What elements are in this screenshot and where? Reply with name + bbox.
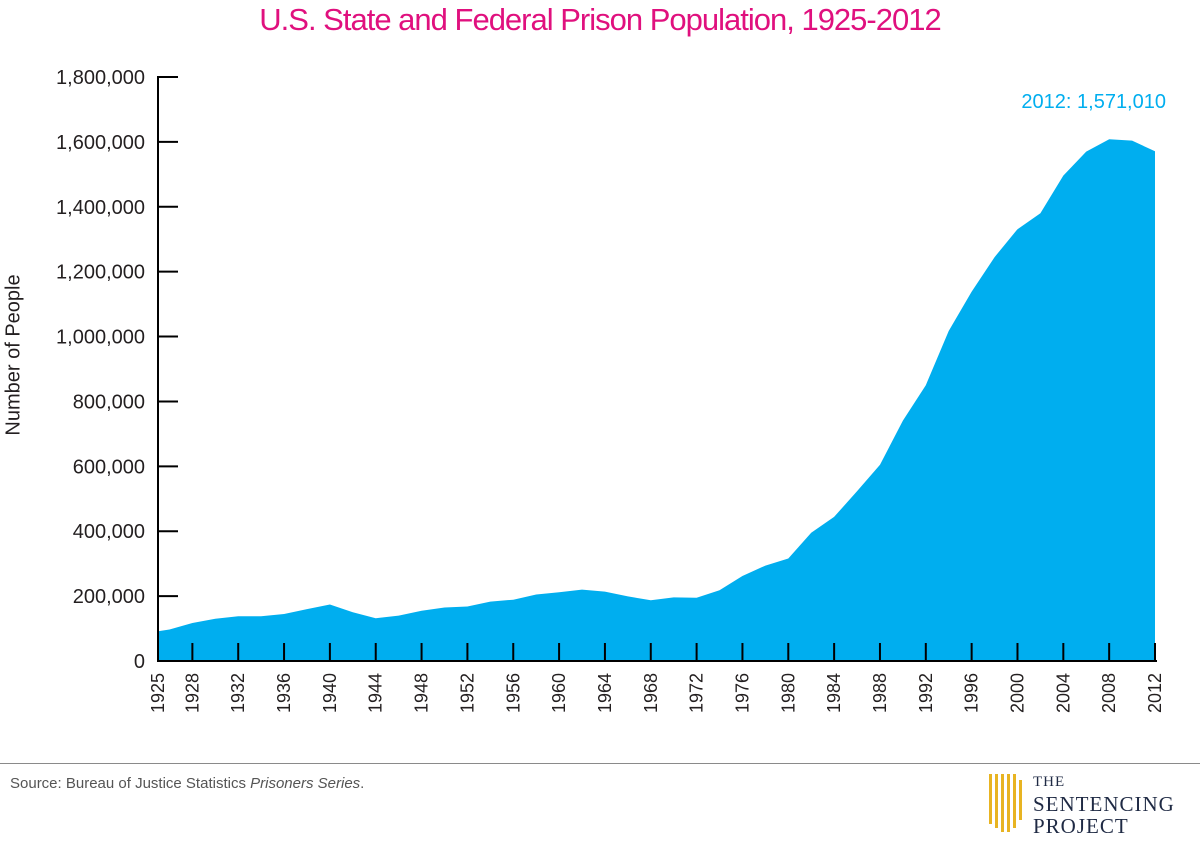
source-note: Source: Bureau of Justice Statistics Pri… (10, 775, 364, 792)
source-suffix: . (360, 775, 365, 792)
x-tick-label: 2000 (1007, 673, 1027, 713)
series-area (158, 139, 1155, 662)
y-tick-label: 1,600,000 (56, 132, 145, 154)
logo-mark-icon (989, 774, 1022, 832)
source-prefix: Source: Bureau of Justice Statistics (10, 775, 251, 792)
x-tick-label: 1960 (549, 673, 569, 713)
x-tick-label: 1925 (148, 673, 168, 713)
y-tick-label: 800,000 (73, 391, 145, 413)
y-tick-label: 1,800,000 (56, 67, 145, 89)
x-tick-label: 1972 (687, 673, 707, 713)
chart-title: U.S. State and Federal Prison Population… (259, 2, 941, 37)
logo-line-project: PROJECT (1033, 814, 1129, 838)
x-tick-label: 1952 (457, 673, 477, 713)
x-tick-label: 1992 (916, 673, 936, 713)
prison-population-chart: 0 200,000 400,000 600,000 800,000 1,000,000 1,… (56, 67, 1166, 713)
x-axis-ticks: 1925 1928 1932 1936 1940 1944 1948 1952 1956 1960… (148, 643, 1165, 713)
x-tick-label: 2008 (1099, 673, 1119, 713)
y-tick-label: 200,000 (73, 586, 145, 608)
x-tick-label: 2004 (1053, 673, 1073, 713)
footer-divider (0, 763, 1200, 764)
y-tick-label: 600,000 (73, 456, 145, 478)
x-tick-label: 1932 (228, 673, 248, 713)
x-tick-label: 1996 (962, 673, 982, 713)
logo-line-the: THE (1033, 774, 1066, 790)
x-tick-label: 1928 (182, 673, 202, 713)
source-italic: Prisoners Series (250, 775, 361, 792)
axes-layer (157, 77, 1157, 662)
x-tick-label: 1980 (778, 673, 798, 713)
x-tick-label: 1948 (412, 673, 432, 713)
x-tick-label: 1976 (732, 673, 752, 713)
sentencing-project-logo: THE SENTENCING PROJECT (985, 770, 1195, 837)
y-tick-label: 0 (134, 651, 145, 673)
area-layer (158, 139, 1155, 662)
logo-text: THE SENTENCING PROJECT (1033, 771, 1175, 837)
x-tick-label: 2012 (1145, 673, 1165, 713)
y-tick-label: 1,400,000 (56, 197, 145, 219)
y-tick-label: 1,000,000 (56, 327, 145, 349)
x-tick-label: 1988 (870, 673, 890, 713)
x-tick-label: 1940 (320, 673, 340, 713)
x-tick-label: 1936 (274, 673, 294, 713)
y-axis-ticks: 0 200,000 400,000 600,000 800,000 1,000,000 1,… (56, 67, 178, 673)
x-tick-label: 1964 (595, 673, 615, 713)
annotation-2012: 2012: 1,571,010 (1021, 91, 1166, 113)
x-tick-label: 1984 (824, 673, 844, 713)
x-tick-label: 1968 (641, 673, 661, 713)
y-tick-label: 400,000 (73, 521, 145, 543)
x-tick-label: 1944 (366, 673, 386, 713)
logo-line-sentencing: SENTENCING (1033, 792, 1175, 816)
y-axis-label: Number of People (2, 274, 25, 436)
y-tick-label: 1,200,000 (56, 262, 145, 284)
x-tick-label: 1956 (503, 673, 523, 713)
